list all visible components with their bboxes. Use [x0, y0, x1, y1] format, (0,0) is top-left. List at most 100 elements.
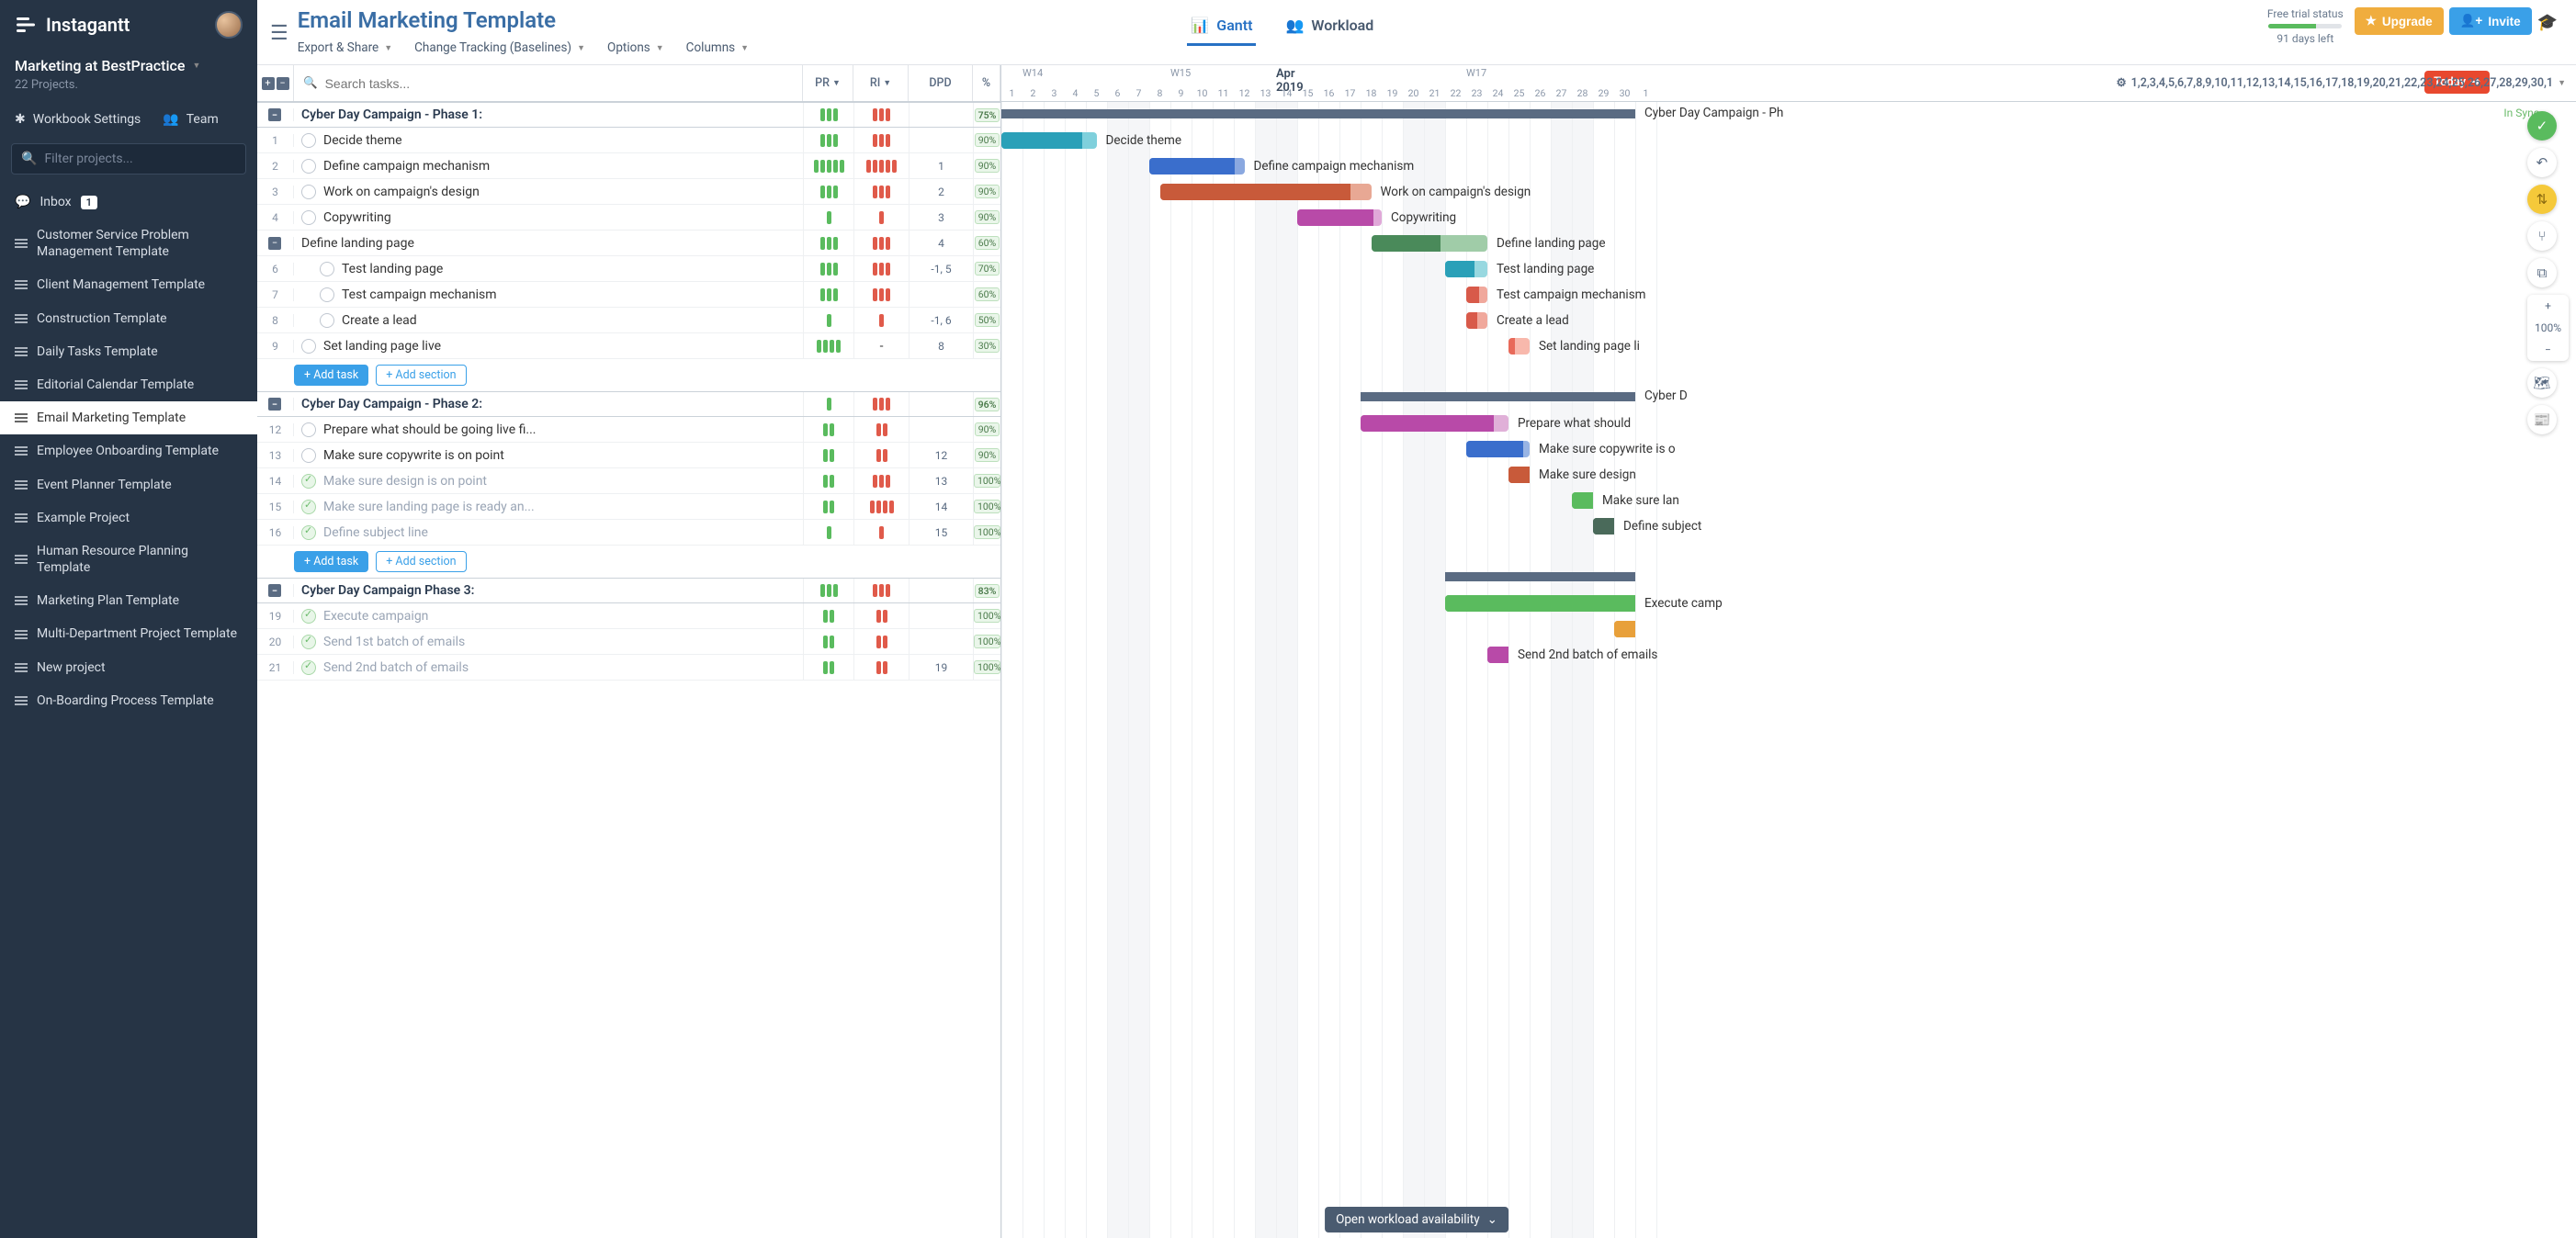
sidebar-item-project[interactable]: Employee Onboarding Template: [0, 434, 257, 467]
add-task-button[interactable]: + Add task: [294, 551, 368, 572]
sidebar-item-project[interactable]: Daily Tasks Template: [0, 335, 257, 368]
gantt-bar[interactable]: Create a lead: [1466, 312, 1487, 329]
gantt-bar[interactable]: Define campaign mechanism: [1149, 158, 1245, 174]
complete-checkbox[interactable]: [301, 422, 316, 437]
sidebar-item-project[interactable]: Customer Service Problem Management Temp…: [0, 219, 257, 268]
sidebar-item-project[interactable]: Client Management Template: [0, 268, 257, 301]
workspace-selector[interactable]: Marketing at BestPractice ▼: [15, 57, 243, 74]
complete-checkbox[interactable]: [301, 500, 316, 514]
zoom-in[interactable]: +: [2537, 295, 2559, 317]
workload-availability-button[interactable]: Open workload availability ⌄: [1325, 1207, 1508, 1232]
sidebar-item-project[interactable]: Multi-Department Project Template: [0, 617, 257, 650]
summary-bar[interactable]: [1445, 572, 1635, 581]
undo-button[interactable]: ↶: [2527, 148, 2557, 177]
collapse-icon[interactable]: −: [268, 398, 281, 411]
copy-button[interactable]: ⧉: [2527, 258, 2557, 287]
tab-gantt[interactable]: 📊 Gantt: [1187, 7, 1256, 46]
section-row[interactable]: −Cyber Day Campaign - Phase 2:96%: [257, 391, 1000, 417]
add-section-button[interactable]: + Add section: [376, 551, 466, 572]
collapse-icon[interactable]: −: [268, 237, 281, 250]
zoom-out[interactable]: −: [2537, 339, 2559, 361]
invite-button[interactable]: 👤+ Invite: [2449, 7, 2532, 35]
gantt-bar[interactable]: Work on campaign's design: [1160, 184, 1372, 200]
task-row[interactable]: 21Send 2nd batch of emails19100%: [257, 655, 1000, 681]
complete-checkbox[interactable]: [301, 448, 316, 463]
inbox-link[interactable]: 💬 Inbox 1: [0, 186, 257, 219]
sidebar-item-project[interactable]: Event Planner Template: [0, 468, 257, 501]
task-row[interactable]: 1Decide theme90%: [257, 128, 1000, 153]
gantt-bar[interactable]: Test campaign mechanism: [1466, 287, 1487, 303]
hamburger-icon[interactable]: ☰: [270, 7, 298, 45]
complete-checkbox[interactable]: [301, 339, 316, 354]
header-menu-item[interactable]: Columns▼: [686, 40, 749, 64]
sort-button[interactable]: ⇅: [2527, 185, 2557, 214]
summary-bar[interactable]: Cyber D: [1361, 392, 1635, 401]
task-row[interactable]: 7Test campaign mechanism60%: [257, 282, 1000, 308]
gantt-bar[interactable]: Test landing page: [1445, 261, 1487, 277]
gantt-bar[interactable]: Execute camp: [1445, 595, 1635, 612]
section-row[interactable]: −Cyber Day Campaign Phase 3:83%: [257, 578, 1000, 603]
task-row[interactable]: 19Execute campaign100%: [257, 603, 1000, 629]
complete-checkbox[interactable]: [301, 635, 316, 649]
task-row[interactable]: 14Make sure design is on point13100%: [257, 468, 1000, 494]
sidebar-item-project[interactable]: New project: [0, 651, 257, 684]
upgrade-button[interactable]: ★ Upgrade: [2355, 7, 2444, 35]
task-row[interactable]: 15Make sure landing page is ready an...1…: [257, 494, 1000, 520]
section-row[interactable]: −Define landing page460%: [257, 231, 1000, 256]
workbook-settings-link[interactable]: ✱ Workbook Settings: [15, 112, 141, 127]
task-row[interactable]: 3Work on campaign's design290%: [257, 179, 1000, 205]
gantt-bar[interactable]: [1614, 621, 1635, 637]
complete-checkbox[interactable]: [320, 262, 334, 276]
gantt-bar[interactable]: Make sure lan: [1572, 492, 1593, 509]
sidebar-item-project[interactable]: Marketing Plan Template: [0, 584, 257, 617]
gantt-bar[interactable]: Make sure design: [1508, 467, 1530, 483]
gantt-bar[interactable]: Set landing page li: [1508, 338, 1530, 355]
gantt-bar[interactable]: Define subject: [1593, 518, 1614, 535]
collapse-icon[interactable]: −: [268, 108, 281, 121]
timescale-button[interactable]: ⚙ 1,2,3,4,5,6,7,8,9,10,11,12,13,14,15,16…: [2111, 71, 2570, 95]
gantt-bar[interactable]: Copywriting: [1297, 209, 1382, 226]
help-icon[interactable]: 🎓: [2532, 7, 2563, 38]
task-row[interactable]: 2Define campaign mechanism190%: [257, 153, 1000, 179]
col-dpd[interactable]: DPD: [909, 65, 973, 101]
complete-checkbox[interactable]: [301, 185, 316, 199]
minimap-button[interactable]: 🗺: [2527, 368, 2557, 398]
branch-button[interactable]: ⑂: [2527, 221, 2557, 251]
sidebar-item-project[interactable]: Example Project: [0, 501, 257, 535]
gantt-bar[interactable]: Make sure copywrite is o: [1466, 441, 1530, 457]
notes-button[interactable]: 📰: [2527, 405, 2557, 434]
task-row[interactable]: 4Copywriting390%: [257, 205, 1000, 231]
team-link[interactable]: 👥 Team: [163, 112, 218, 127]
complete-checkbox[interactable]: [301, 609, 316, 624]
complete-checkbox[interactable]: [320, 287, 334, 302]
task-row[interactable]: 8Create a lead-1, 650%: [257, 308, 1000, 333]
header-menu-item[interactable]: Options▼: [607, 40, 664, 64]
gantt-bar[interactable]: Define landing page: [1372, 235, 1488, 252]
filter-projects-input[interactable]: 🔍 Filter projects...: [11, 143, 246, 174]
complete-checkbox[interactable]: [320, 313, 334, 328]
task-row[interactable]: 12Prepare what should be going live fi..…: [257, 417, 1000, 443]
gantt-bar[interactable]: Prepare what should: [1361, 415, 1508, 432]
task-row[interactable]: 9Set landing page live-830%: [257, 333, 1000, 359]
complete-checkbox[interactable]: [301, 159, 316, 174]
section-row[interactable]: −Cyber Day Campaign - Phase 1:75%: [257, 102, 1000, 128]
complete-checkbox[interactable]: [301, 474, 316, 489]
check-button[interactable]: ✓: [2527, 111, 2557, 141]
col-ri[interactable]: RI▼: [853, 65, 909, 101]
collapse-icon[interactable]: −: [268, 584, 281, 597]
header-menu-item[interactable]: Change Tracking (Baselines)▼: [414, 40, 585, 64]
task-row[interactable]: 16Define subject line15100%: [257, 520, 1000, 546]
expand-all-button[interactable]: +: [262, 77, 275, 90]
avatar[interactable]: [215, 11, 243, 39]
search-tasks-input[interactable]: [325, 76, 793, 91]
task-row[interactable]: 13Make sure copywrite is on point1290%: [257, 443, 1000, 468]
task-row[interactable]: 20Send 1st batch of emails100%: [257, 629, 1000, 655]
tab-workload[interactable]: 👥 Workload: [1282, 7, 1377, 46]
complete-checkbox[interactable]: [301, 660, 316, 675]
summary-bar[interactable]: Cyber Day Campaign - Ph: [1001, 109, 1635, 118]
sidebar-item-project[interactable]: On-Boarding Process Template: [0, 684, 257, 717]
add-task-button[interactable]: + Add task: [294, 365, 368, 386]
collapse-all-button[interactable]: −: [277, 77, 289, 90]
header-menu-item[interactable]: Export & Share▼: [298, 40, 392, 64]
complete-checkbox[interactable]: [301, 210, 316, 225]
